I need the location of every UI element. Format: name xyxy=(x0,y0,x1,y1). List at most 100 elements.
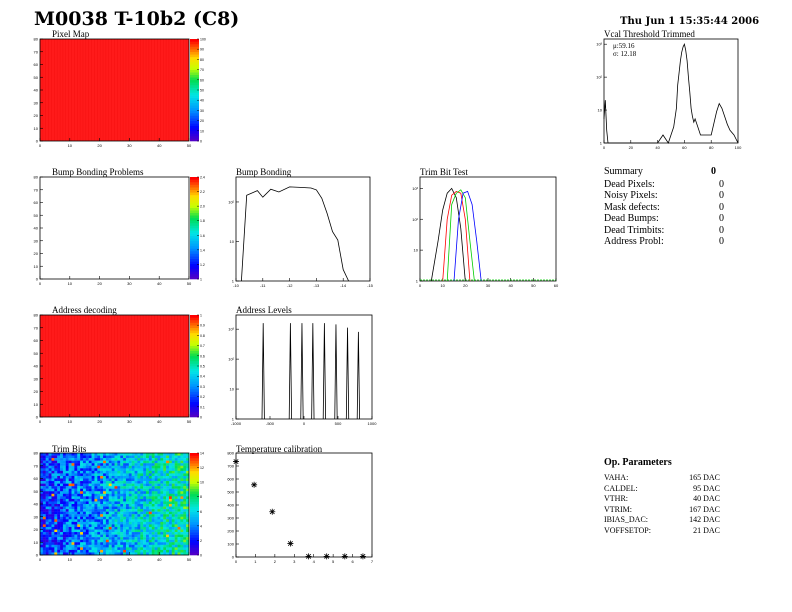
trim-bits-cell xyxy=(48,488,52,492)
trim-bits-cell xyxy=(180,509,184,512)
trim-bits-cell xyxy=(88,544,92,548)
trim-bits-cell xyxy=(157,544,161,548)
trim-bits-cell xyxy=(160,511,164,515)
trim-bits-cell xyxy=(166,506,170,510)
trim-bits-cell xyxy=(160,547,164,551)
trim-bits-cell xyxy=(80,468,84,472)
trim-bits-cell xyxy=(65,544,69,548)
trim-bits-cell xyxy=(62,483,66,487)
trim-bits-xtick-label: 20 xyxy=(97,557,102,562)
trim-bits-cell xyxy=(177,488,181,492)
trim-bits-cell xyxy=(160,516,164,520)
trim-bits-cell xyxy=(74,526,78,530)
trim-bits-cell xyxy=(143,552,147,556)
trim-bits-cell xyxy=(140,524,144,528)
op-params-panel: Op. Parameters VAHA: 165 DAC CALDEL: 95 DA… xyxy=(604,457,720,536)
trim-bits-cell xyxy=(51,470,55,474)
trim-bits-cell xyxy=(151,547,155,551)
trim-bits-cell xyxy=(103,493,107,497)
address-decoding-colorbar-cell xyxy=(190,345,199,349)
trim-bits-cell xyxy=(123,521,127,525)
trim-bits-cell xyxy=(146,511,150,515)
trim-bits-cell xyxy=(100,475,104,479)
trim-bits-cell xyxy=(71,493,75,497)
trim-bits-cell xyxy=(91,463,95,466)
pixel-map-colorbar-cell xyxy=(190,112,199,116)
trim-bits-cell xyxy=(51,498,55,502)
trim-bits-cell xyxy=(148,524,152,528)
trim-bits-colorbar-cell xyxy=(190,455,199,459)
trim-bits-cell xyxy=(65,516,69,520)
trim-bits-cell xyxy=(80,475,84,479)
trim-bits-cell xyxy=(77,521,81,525)
trim-bits-colorbar-cell xyxy=(190,509,199,512)
address-level-peak xyxy=(311,323,315,420)
trim-bits-cell xyxy=(97,455,101,459)
trim-bits-cell xyxy=(51,542,55,545)
vcal-stats-box: μ:59.16 σ: 12.18 xyxy=(613,42,636,58)
trim-bits-cell xyxy=(160,455,164,459)
trim-bits-cell xyxy=(88,511,92,515)
trim-bits-cell xyxy=(140,501,144,505)
trim-bits-cell xyxy=(71,511,75,515)
trim-bits-cell xyxy=(51,509,55,512)
trim-bits-cell xyxy=(186,516,190,520)
trim-bits-cell xyxy=(97,465,101,469)
trim-bits-cell xyxy=(74,547,78,551)
trim-bits-cell xyxy=(174,491,178,494)
trim-bits-cell xyxy=(105,521,109,525)
trim-bits-cell xyxy=(114,486,118,489)
trim-bits-cell xyxy=(143,465,147,469)
pixel-map-colorbar-label: 0 xyxy=(200,140,202,144)
trim-bits-cell xyxy=(134,544,138,548)
trim-bits-cell xyxy=(82,526,87,530)
trim-bits-cell xyxy=(54,501,58,505)
trim-bits-colorbar-cell xyxy=(190,496,199,500)
bump-problems-colorbar-cell xyxy=(190,256,199,259)
trim-bits-cell xyxy=(74,501,78,505)
trim-bits-cell xyxy=(120,547,124,551)
trim-bits-cell xyxy=(94,534,98,538)
trim-bits-cell xyxy=(100,498,104,502)
trim-bits-cell xyxy=(74,532,78,535)
trim-bits-cell xyxy=(80,537,84,540)
trim-bits-cell xyxy=(180,547,184,551)
trim-bits-cell xyxy=(148,514,152,517)
address-decoding-colorbar-cell xyxy=(190,366,199,369)
trim-bits-cell xyxy=(143,483,147,487)
trim-bits-cell xyxy=(128,488,132,492)
trim-bits-cell xyxy=(146,465,150,469)
trim-bits-cell xyxy=(177,483,181,487)
trim-bits-cell xyxy=(40,537,44,540)
trim-bits-cell xyxy=(42,488,46,492)
trim-bits-cell xyxy=(117,468,121,472)
trim-bits-cell xyxy=(140,481,144,484)
trim-bits-cell xyxy=(183,516,187,520)
trim-bits-cell xyxy=(45,532,49,535)
bump-problems-colorbar-cell xyxy=(190,192,199,196)
trim-bits-cell xyxy=(48,460,52,464)
trim-bits-cell xyxy=(74,465,78,469)
address-decoding-ytick-label: 80 xyxy=(34,313,39,318)
trim-bits-cell xyxy=(123,463,127,466)
trim-bits-cell xyxy=(174,549,178,553)
trim-bits-cell xyxy=(100,509,104,512)
bump-problems-title: Bump Bonding Problems xyxy=(52,167,144,177)
trim-bits-cell xyxy=(60,542,64,545)
trim-bits-cell xyxy=(125,519,130,523)
trim-bits-cell xyxy=(146,544,150,548)
trim-bits-cell xyxy=(151,478,155,482)
trim-bits-cell xyxy=(174,511,178,515)
trim-bits-cell xyxy=(91,506,95,510)
trim-bits-cell xyxy=(117,521,121,525)
trim-bits-cell xyxy=(45,501,49,505)
trim-bits-cell xyxy=(62,534,66,538)
pixel-map-colorbar-label: 40 xyxy=(200,99,204,103)
trim-bits-cell xyxy=(137,498,141,502)
bump-problems-colorbar-cell xyxy=(190,210,199,213)
trim-bits-cell xyxy=(105,481,109,484)
page-title: M0038 T-10b2 (C8) xyxy=(34,8,240,30)
bump-problems-colorbar-cell xyxy=(190,233,199,236)
address-decoding-colorbar-cell xyxy=(190,388,199,392)
trim-bits-cell xyxy=(137,455,141,459)
